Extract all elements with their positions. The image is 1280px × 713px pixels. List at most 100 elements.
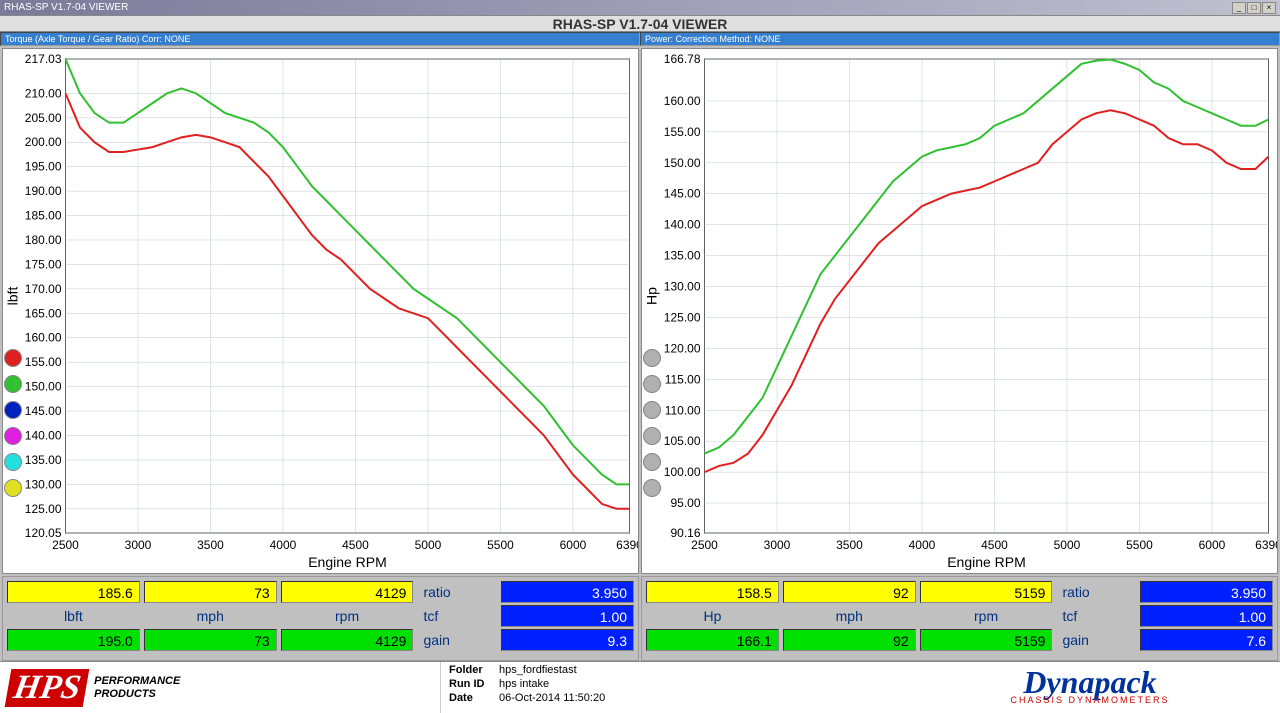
runid-key: Run ID <box>449 678 499 690</box>
ratio-label: ratio <box>1056 581 1136 603</box>
gain-label: gain <box>417 629 497 651</box>
torque-data-panel: 185.6 lbft 195.0 73 mph 73 4129 rpm 4129… <box>2 576 639 661</box>
torque-chart: 120.05125.00130.00135.00140.00145.00150.… <box>3 49 638 573</box>
tcf-label: tcf <box>1056 605 1136 627</box>
svg-text:165.00: 165.00 <box>25 306 62 320</box>
svg-text:3500: 3500 <box>836 538 863 552</box>
date-val: 06-Oct-2014 11:50:20 <box>499 692 892 704</box>
data-value-baseline: 185.6 <box>7 581 140 603</box>
data-unit-label: mph <box>783 605 916 627</box>
hps-logo-area: HPS PERFORMANCE PRODUCTS <box>0 662 440 713</box>
legend-dot[interactable] <box>4 349 22 367</box>
svg-text:200.00: 200.00 <box>25 135 62 149</box>
dynapack-subtitle: CHASSIS DYNAMOMETERS <box>1010 695 1169 705</box>
svg-text:Engine RPM: Engine RPM <box>308 554 387 570</box>
svg-text:145.00: 145.00 <box>25 404 62 418</box>
svg-text:2500: 2500 <box>52 538 79 552</box>
svg-text:100.00: 100.00 <box>664 465 701 479</box>
svg-text:2500: 2500 <box>691 538 718 552</box>
legend-dot[interactable] <box>4 401 22 419</box>
data-unit-label: lbft <box>7 605 140 627</box>
power-chart: 90.1695.00100.00105.00110.00115.00120.00… <box>642 49 1277 573</box>
data-unit-label: rpm <box>281 605 414 627</box>
svg-text:160.00: 160.00 <box>664 94 701 108</box>
data-value-hps: 166.1 <box>646 629 779 651</box>
maximize-button[interactable]: □ <box>1247 2 1261 14</box>
svg-text:170.00: 170.00 <box>25 282 62 296</box>
power-legend <box>643 349 661 497</box>
svg-text:125.00: 125.00 <box>25 502 62 516</box>
folder-val: hps_fordfiestast <box>499 664 892 676</box>
legend-dot[interactable] <box>643 401 661 419</box>
svg-text:4500: 4500 <box>981 538 1008 552</box>
legend-dot[interactable] <box>643 453 661 471</box>
svg-text:5000: 5000 <box>1054 538 1081 552</box>
charts-container: 120.05125.00130.00135.00140.00145.00150.… <box>0 46 1280 576</box>
svg-text:150.00: 150.00 <box>664 156 701 170</box>
data-value-hps: 92 <box>783 629 916 651</box>
legend-dot[interactable] <box>4 479 22 497</box>
data-value-baseline: 73 <box>144 581 277 603</box>
ratio-label: ratio <box>417 581 497 603</box>
tcf-value: 1.00 <box>501 605 634 627</box>
svg-text:110.00: 110.00 <box>665 403 701 417</box>
data-unit-label: mph <box>144 605 277 627</box>
data-value-baseline: 92 <box>783 581 916 603</box>
legend-dot[interactable] <box>4 375 22 393</box>
svg-text:4000: 4000 <box>909 538 936 552</box>
svg-text:166.78: 166.78 <box>664 52 701 66</box>
legend-dot[interactable] <box>643 375 661 393</box>
legend-dot[interactable] <box>643 479 661 497</box>
legend-dot[interactable] <box>4 453 22 471</box>
data-value-hps: 73 <box>144 629 277 651</box>
window-titlebar: RHAS-SP V1.7-04 VIEWER _ □ × <box>0 0 1280 16</box>
hps-sub1: PERFORMANCE <box>94 675 180 687</box>
svg-text:6000: 6000 <box>560 538 587 552</box>
gain-label: gain <box>1056 629 1136 651</box>
svg-text:3500: 3500 <box>197 538 224 552</box>
svg-text:217.03: 217.03 <box>25 52 62 66</box>
data-value-hps: 5159 <box>920 629 1053 651</box>
svg-text:195.00: 195.00 <box>25 160 62 174</box>
svg-text:105.00: 105.00 <box>664 434 701 448</box>
ratio-value: 3.950 <box>501 581 634 603</box>
power-data-panel: 158.5 Hp 166.1 92 mph 92 5159 rpm 5159 r… <box>641 576 1278 661</box>
close-button[interactable]: × <box>1262 2 1276 14</box>
svg-text:150.00: 150.00 <box>25 380 62 394</box>
svg-text:4000: 4000 <box>270 538 297 552</box>
svg-text:210.00: 210.00 <box>25 86 62 100</box>
svg-text:6390: 6390 <box>616 538 638 552</box>
svg-text:115.00: 115.00 <box>665 372 701 386</box>
gain-value: 9.3 <box>501 629 634 651</box>
svg-text:135.00: 135.00 <box>25 453 62 467</box>
svg-text:Hp: Hp <box>644 287 660 305</box>
svg-text:3000: 3000 <box>764 538 791 552</box>
hps-logo-subtitle: PERFORMANCE PRODUCTS <box>94 675 180 699</box>
data-value-baseline: 5159 <box>920 581 1053 603</box>
ratio-value: 3.950 <box>1140 581 1273 603</box>
svg-text:135.00: 135.00 <box>664 249 701 263</box>
gain-value: 7.6 <box>1140 629 1273 651</box>
svg-text:6000: 6000 <box>1199 538 1226 552</box>
svg-text:lbft: lbft <box>5 287 21 306</box>
data-value-baseline: 158.5 <box>646 581 779 603</box>
svg-text:155.00: 155.00 <box>25 355 62 369</box>
legend-dot[interactable] <box>643 427 661 445</box>
data-value-hps: 195.0 <box>7 629 140 651</box>
minimize-button[interactable]: _ <box>1232 2 1246 14</box>
legend-dot[interactable] <box>4 427 22 445</box>
window-controls: _ □ × <box>1232 2 1276 14</box>
svg-text:3000: 3000 <box>125 538 152 552</box>
run-info: Folderhps_fordfiestast Run IDhps intake … <box>440 662 900 713</box>
svg-text:5500: 5500 <box>1126 538 1153 552</box>
svg-text:130.00: 130.00 <box>664 280 701 294</box>
svg-text:140.00: 140.00 <box>664 218 701 232</box>
svg-text:155.00: 155.00 <box>664 125 701 139</box>
torque-subtitle: Torque (Axle Torque / Gear Ratio) Corr: … <box>0 32 640 46</box>
legend-dot[interactable] <box>643 349 661 367</box>
subtitle-bar: Torque (Axle Torque / Gear Ratio) Corr: … <box>0 32 1280 46</box>
dynapack-logo-area: Dynapack CHASSIS DYNAMOMETERS <box>900 662 1280 713</box>
svg-text:175.00: 175.00 <box>25 257 62 271</box>
svg-text:Engine RPM: Engine RPM <box>947 554 1026 570</box>
data-unit-label: rpm <box>920 605 1053 627</box>
